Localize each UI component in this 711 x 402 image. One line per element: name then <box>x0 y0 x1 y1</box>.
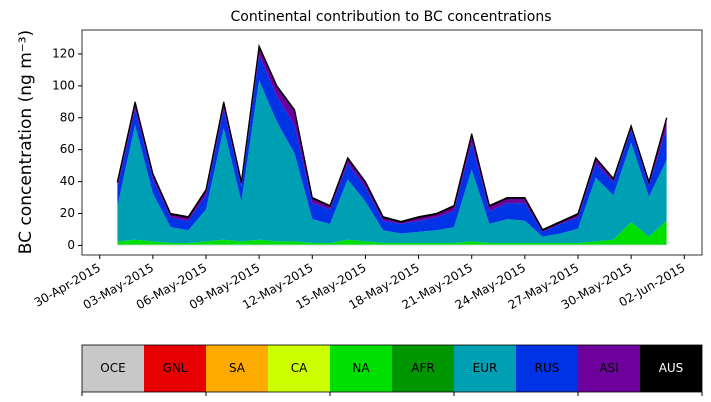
legend-label: RUS <box>535 361 560 375</box>
area <box>116 43 668 232</box>
y-tick-label: 60 <box>60 142 75 156</box>
legend-swatch <box>330 345 392 392</box>
plot-frame <box>81 29 703 256</box>
legend-label: AFR <box>411 361 434 375</box>
legend-label: EUR <box>473 361 498 375</box>
legend-label: SA <box>229 361 246 375</box>
legend-swatch <box>454 345 516 392</box>
y-tick-label: 20 <box>60 206 75 220</box>
legend-label: OCE <box>100 361 125 375</box>
legend-swatch <box>82 345 144 392</box>
chart-title: Continental contribution to BC concentra… <box>230 9 551 25</box>
legend-label: GNL <box>163 361 188 375</box>
y-axis-label: BC concentration (ng m⁻³) <box>16 30 36 254</box>
y-tick-label: 120 <box>52 46 75 60</box>
y-tick-label: 100 <box>52 78 75 92</box>
y-tick-label: 40 <box>60 174 75 188</box>
legend-swatch <box>206 345 268 392</box>
area <box>117 80 667 243</box>
legend-swatch <box>578 345 640 392</box>
legend-label: CA <box>291 361 308 375</box>
legend-frame <box>81 344 703 393</box>
legend-swatch <box>516 345 578 392</box>
legend-swatch <box>268 345 330 392</box>
legend-label: ASI <box>599 361 618 375</box>
area <box>117 220 667 245</box>
legend-swatch <box>640 345 702 392</box>
legend-swatch <box>144 345 206 392</box>
legend-swatch <box>392 345 454 392</box>
area <box>117 244 667 246</box>
legend-label: AUS <box>659 361 684 375</box>
y-tick-label: 0 <box>67 238 75 252</box>
y-tick-label: 80 <box>60 110 75 124</box>
area <box>117 54 667 237</box>
legend-label: NA <box>352 361 370 375</box>
